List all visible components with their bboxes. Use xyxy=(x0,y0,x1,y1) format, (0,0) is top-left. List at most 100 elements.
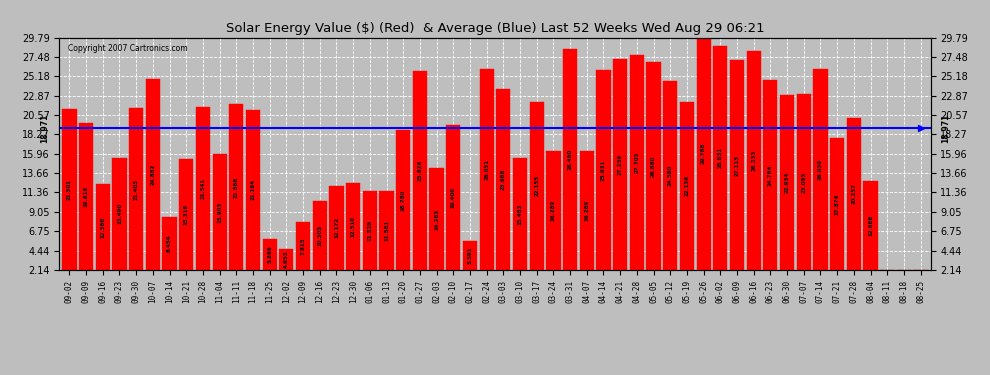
Bar xyxy=(396,130,410,270)
Text: 28.235: 28.235 xyxy=(751,150,756,171)
Text: 28.480: 28.480 xyxy=(567,148,572,170)
Text: 12.668: 12.668 xyxy=(868,215,873,236)
Bar xyxy=(730,60,744,270)
Bar xyxy=(330,186,344,270)
Text: 16.289: 16.289 xyxy=(550,200,556,221)
Bar xyxy=(62,109,76,270)
Text: 29.786: 29.786 xyxy=(701,143,706,165)
Text: 15.319: 15.319 xyxy=(184,204,189,225)
Bar xyxy=(463,241,477,270)
Text: 27.113: 27.113 xyxy=(735,154,740,176)
Bar xyxy=(313,201,327,270)
Text: 18.971: 18.971 xyxy=(941,114,950,143)
Text: 28.831: 28.831 xyxy=(718,147,723,168)
Bar xyxy=(113,158,127,270)
Text: 21.194: 21.194 xyxy=(250,179,255,201)
Text: 12.510: 12.510 xyxy=(350,216,355,237)
Text: 22.136: 22.136 xyxy=(684,176,689,196)
Bar xyxy=(846,118,861,270)
Text: 12.172: 12.172 xyxy=(334,217,339,238)
Text: 26.031: 26.031 xyxy=(484,159,489,180)
Text: 10.305: 10.305 xyxy=(317,225,323,246)
Bar xyxy=(563,48,577,270)
Text: 26.030: 26.030 xyxy=(818,159,823,180)
Text: 24.882: 24.882 xyxy=(150,164,155,185)
Text: 18.780: 18.780 xyxy=(401,189,406,211)
Bar xyxy=(379,191,394,270)
Bar xyxy=(680,102,694,270)
Text: 17.874: 17.874 xyxy=(835,193,840,214)
Text: 22.155: 22.155 xyxy=(535,175,540,196)
Bar xyxy=(580,151,594,270)
Bar xyxy=(697,38,711,270)
Bar xyxy=(96,184,110,270)
Bar xyxy=(413,71,427,270)
Text: 24.580: 24.580 xyxy=(667,165,673,186)
Bar xyxy=(262,238,277,270)
Text: 23.686: 23.686 xyxy=(501,169,506,190)
Bar xyxy=(530,102,544,270)
Bar xyxy=(362,191,377,270)
Text: 21.541: 21.541 xyxy=(200,178,206,199)
Text: 15.483: 15.483 xyxy=(518,203,523,225)
Bar xyxy=(346,183,360,270)
Text: 27.259: 27.259 xyxy=(618,154,623,175)
Bar xyxy=(863,182,877,270)
Bar xyxy=(780,95,794,270)
Text: 21.403: 21.403 xyxy=(134,178,139,200)
Text: 16.269: 16.269 xyxy=(584,200,589,221)
Bar xyxy=(663,81,677,270)
Text: 20.257: 20.257 xyxy=(851,183,856,204)
Text: 11.529: 11.529 xyxy=(367,220,372,241)
Text: 23.095: 23.095 xyxy=(801,171,806,192)
Bar xyxy=(613,59,628,270)
Bar xyxy=(279,249,293,270)
Bar xyxy=(196,107,210,270)
Text: 8.454: 8.454 xyxy=(167,235,172,252)
Bar xyxy=(246,110,260,270)
Bar xyxy=(713,46,728,270)
Bar xyxy=(496,89,511,270)
Bar xyxy=(513,158,527,270)
Text: 25.828: 25.828 xyxy=(418,160,423,181)
Bar xyxy=(814,69,828,270)
Bar xyxy=(146,79,160,270)
Bar xyxy=(129,108,144,270)
Text: 14.263: 14.263 xyxy=(434,209,440,230)
Text: 4.653: 4.653 xyxy=(284,251,289,268)
Text: 19.400: 19.400 xyxy=(450,187,455,208)
Text: 11.561: 11.561 xyxy=(384,220,389,241)
Bar xyxy=(596,70,611,270)
Bar xyxy=(213,154,227,270)
Text: 25.931: 25.931 xyxy=(601,159,606,181)
Text: 19.618: 19.618 xyxy=(83,186,88,207)
Text: 5.591: 5.591 xyxy=(467,247,472,264)
Bar xyxy=(230,104,244,270)
Bar xyxy=(430,168,444,270)
Text: 7.815: 7.815 xyxy=(301,237,306,255)
Bar xyxy=(546,151,560,270)
Text: 15.905: 15.905 xyxy=(217,201,222,223)
Bar xyxy=(179,159,193,270)
Bar xyxy=(763,80,777,270)
Title: Solar Energy Value ($) (Red)  & Average (Blue) Last 52 Weeks Wed Aug 29 06:21: Solar Energy Value ($) (Red) & Average (… xyxy=(226,22,764,35)
Bar xyxy=(296,222,310,270)
Bar xyxy=(162,217,176,270)
Text: 21.866: 21.866 xyxy=(234,177,239,198)
Text: 15.490: 15.490 xyxy=(117,203,122,225)
Text: 27.705: 27.705 xyxy=(635,152,640,173)
Text: 22.934: 22.934 xyxy=(784,172,790,193)
Bar xyxy=(79,123,93,270)
Text: 5.866: 5.866 xyxy=(267,246,272,263)
Bar xyxy=(746,51,760,270)
Text: 21.301: 21.301 xyxy=(67,179,72,200)
Bar xyxy=(630,55,644,270)
Text: 18.971: 18.971 xyxy=(40,114,49,143)
Text: 12.366: 12.366 xyxy=(100,216,105,238)
Text: Copyright 2007 Cartronics.com: Copyright 2007 Cartronics.com xyxy=(68,45,188,54)
Bar xyxy=(830,138,844,270)
Text: 24.764: 24.764 xyxy=(768,164,773,186)
Bar xyxy=(646,62,660,270)
Text: 26.860: 26.860 xyxy=(651,156,656,177)
Bar xyxy=(446,125,460,270)
